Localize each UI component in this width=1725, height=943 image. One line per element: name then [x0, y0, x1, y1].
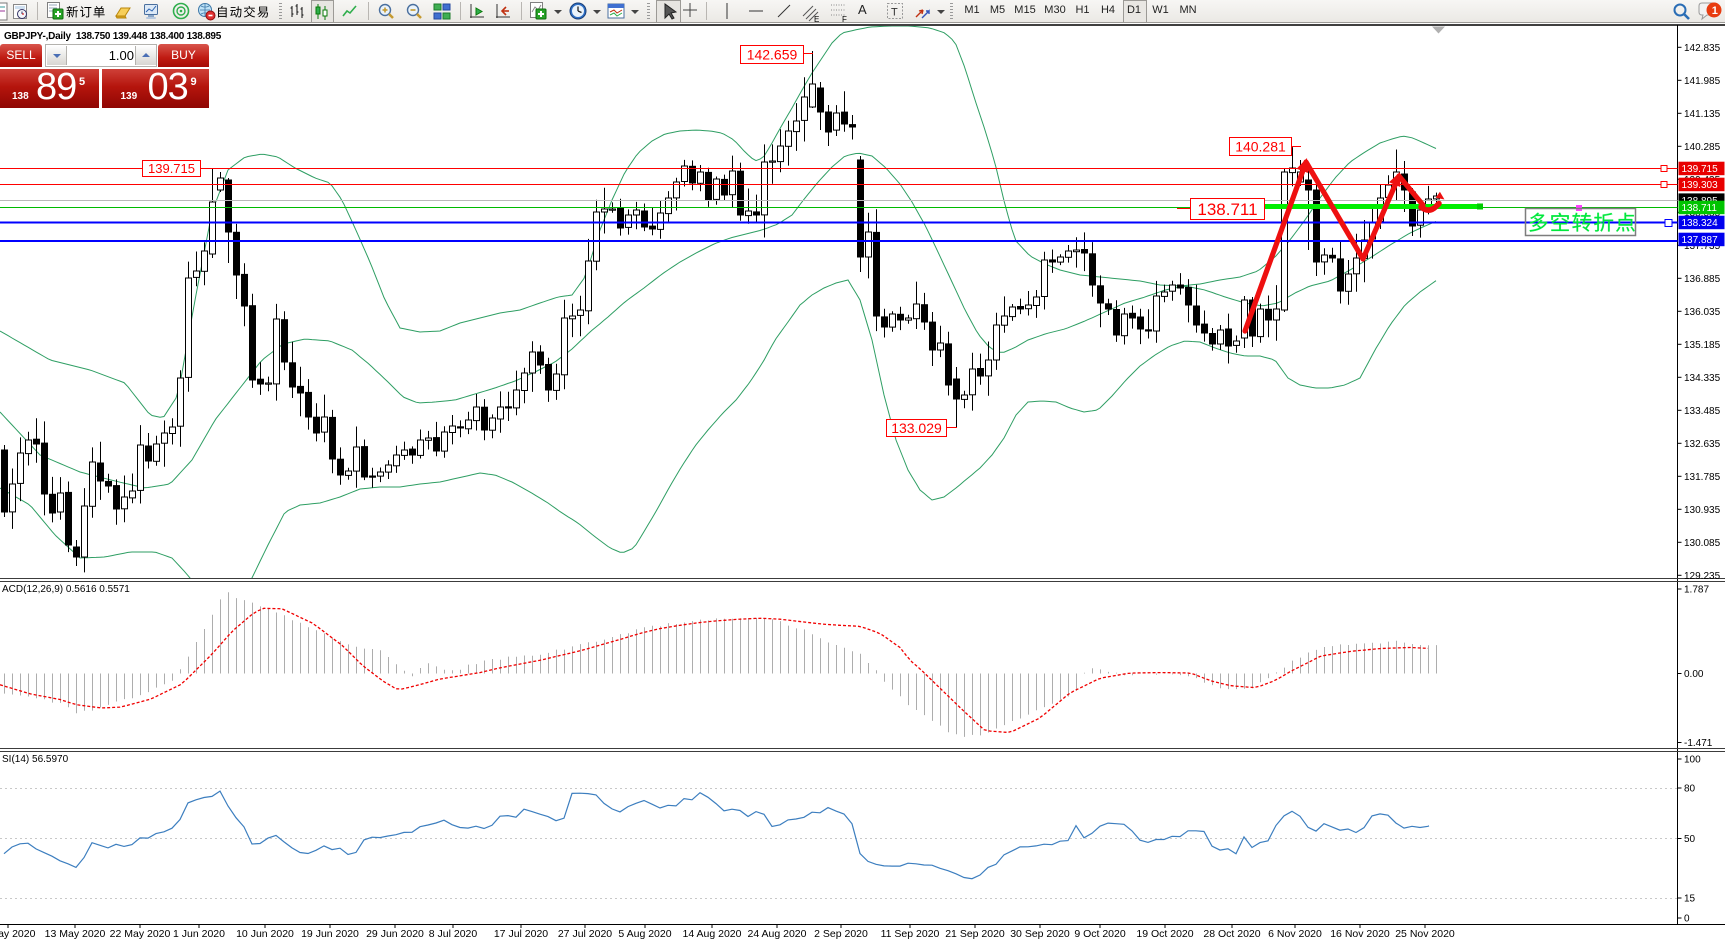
svg-text:6 Nov 2020: 6 Nov 2020	[1268, 928, 1322, 940]
svg-text:130.935: 130.935	[1684, 505, 1721, 516]
svg-text:133.029: 133.029	[891, 420, 942, 436]
svg-text:F: F	[842, 15, 847, 24]
svg-text:1.787: 1.787	[1684, 585, 1709, 596]
svg-text:19 Oct 2020: 19 Oct 2020	[1136, 928, 1193, 940]
svg-text:100: 100	[1684, 755, 1701, 766]
svg-text:135.185: 135.185	[1684, 340, 1721, 351]
svg-text:139.715: 139.715	[1682, 164, 1719, 175]
svg-text:27 Jul 2020: 27 Jul 2020	[558, 928, 612, 940]
svg-text:134.335: 134.335	[1684, 373, 1721, 384]
svg-text:4 May 2020: 4 May 2020	[0, 928, 36, 940]
svg-text:19 Jun 2020: 19 Jun 2020	[301, 928, 359, 940]
svg-text:132.635: 132.635	[1684, 439, 1721, 450]
svg-text:ACD(12,26,9) 0.5616 0.5571: ACD(12,26,9) 0.5616 0.5571	[2, 584, 130, 595]
svg-text:13 May 2020: 13 May 2020	[45, 928, 106, 940]
svg-text:138.711: 138.711	[1682, 203, 1718, 214]
svg-text:9 Oct 2020: 9 Oct 2020	[1074, 928, 1126, 940]
svg-text:133.485: 133.485	[1684, 406, 1721, 417]
svg-text:14 Aug 2020: 14 Aug 2020	[683, 928, 742, 940]
svg-text:25 Nov 2020: 25 Nov 2020	[1395, 928, 1455, 940]
svg-text:1 Jun 2020: 1 Jun 2020	[173, 928, 225, 940]
svg-text:130.085: 130.085	[1684, 538, 1721, 549]
svg-text:T: T	[891, 7, 898, 19]
svg-text:50: 50	[1684, 834, 1696, 845]
svg-text:11 Sep 2020: 11 Sep 2020	[881, 928, 940, 940]
svg-text:142.835: 142.835	[1684, 43, 1721, 54]
svg-text:139.715: 139.715	[148, 161, 195, 176]
svg-text:5 Aug 2020: 5 Aug 2020	[618, 928, 671, 940]
svg-text:141.985: 141.985	[1684, 76, 1721, 87]
svg-text:1: 1	[1712, 5, 1718, 17]
svg-text:138.711: 138.711	[1197, 200, 1257, 219]
svg-text:15: 15	[1684, 894, 1696, 905]
svg-text:28 Oct 2020: 28 Oct 2020	[1203, 928, 1260, 940]
svg-text:138.324: 138.324	[1682, 218, 1719, 229]
svg-text:8 Jul 2020: 8 Jul 2020	[429, 928, 478, 940]
svg-text:140.285: 140.285	[1684, 142, 1721, 153]
svg-text:SI(14) 56.5970: SI(14) 56.5970	[2, 754, 69, 765]
svg-text:GBPJPY-,Daily 138.750 139.448: GBPJPY-,Daily 138.750 139.448 138.400 13…	[4, 31, 222, 42]
svg-text:131.785: 131.785	[1684, 472, 1721, 483]
svg-text:17 Jul 2020: 17 Jul 2020	[494, 928, 548, 940]
svg-text:142.659: 142.659	[747, 47, 798, 63]
svg-text:80: 80	[1684, 784, 1696, 795]
svg-text:136.035: 136.035	[1684, 307, 1721, 318]
svg-text:21 Sep 2020: 21 Sep 2020	[945, 928, 1005, 940]
svg-text:E: E	[814, 15, 819, 24]
svg-text:22 May 2020: 22 May 2020	[110, 928, 171, 940]
svg-text:16 Nov 2020: 16 Nov 2020	[1330, 928, 1390, 940]
svg-text:136.885: 136.885	[1684, 274, 1721, 285]
svg-text:29 Jun 2020: 29 Jun 2020	[366, 928, 424, 940]
svg-text:30 Sep 2020: 30 Sep 2020	[1010, 928, 1070, 940]
svg-text:-1.471: -1.471	[1684, 738, 1713, 749]
svg-text:141.135: 141.135	[1684, 109, 1721, 120]
svg-text:129.235: 129.235	[1684, 571, 1721, 582]
svg-text:139.303: 139.303	[1682, 180, 1719, 191]
svg-text:0.00: 0.00	[1684, 669, 1704, 680]
svg-text:10 Jun 2020: 10 Jun 2020	[236, 928, 294, 940]
svg-text:24 Aug 2020: 24 Aug 2020	[748, 928, 807, 940]
svg-text:137.887: 137.887	[1682, 235, 1719, 246]
svg-text:137.735: 137.735	[1684, 241, 1721, 252]
svg-text:2 Sep 2020: 2 Sep 2020	[814, 928, 868, 940]
svg-text:140.281: 140.281	[1235, 139, 1286, 155]
svg-text:0: 0	[1684, 914, 1690, 925]
